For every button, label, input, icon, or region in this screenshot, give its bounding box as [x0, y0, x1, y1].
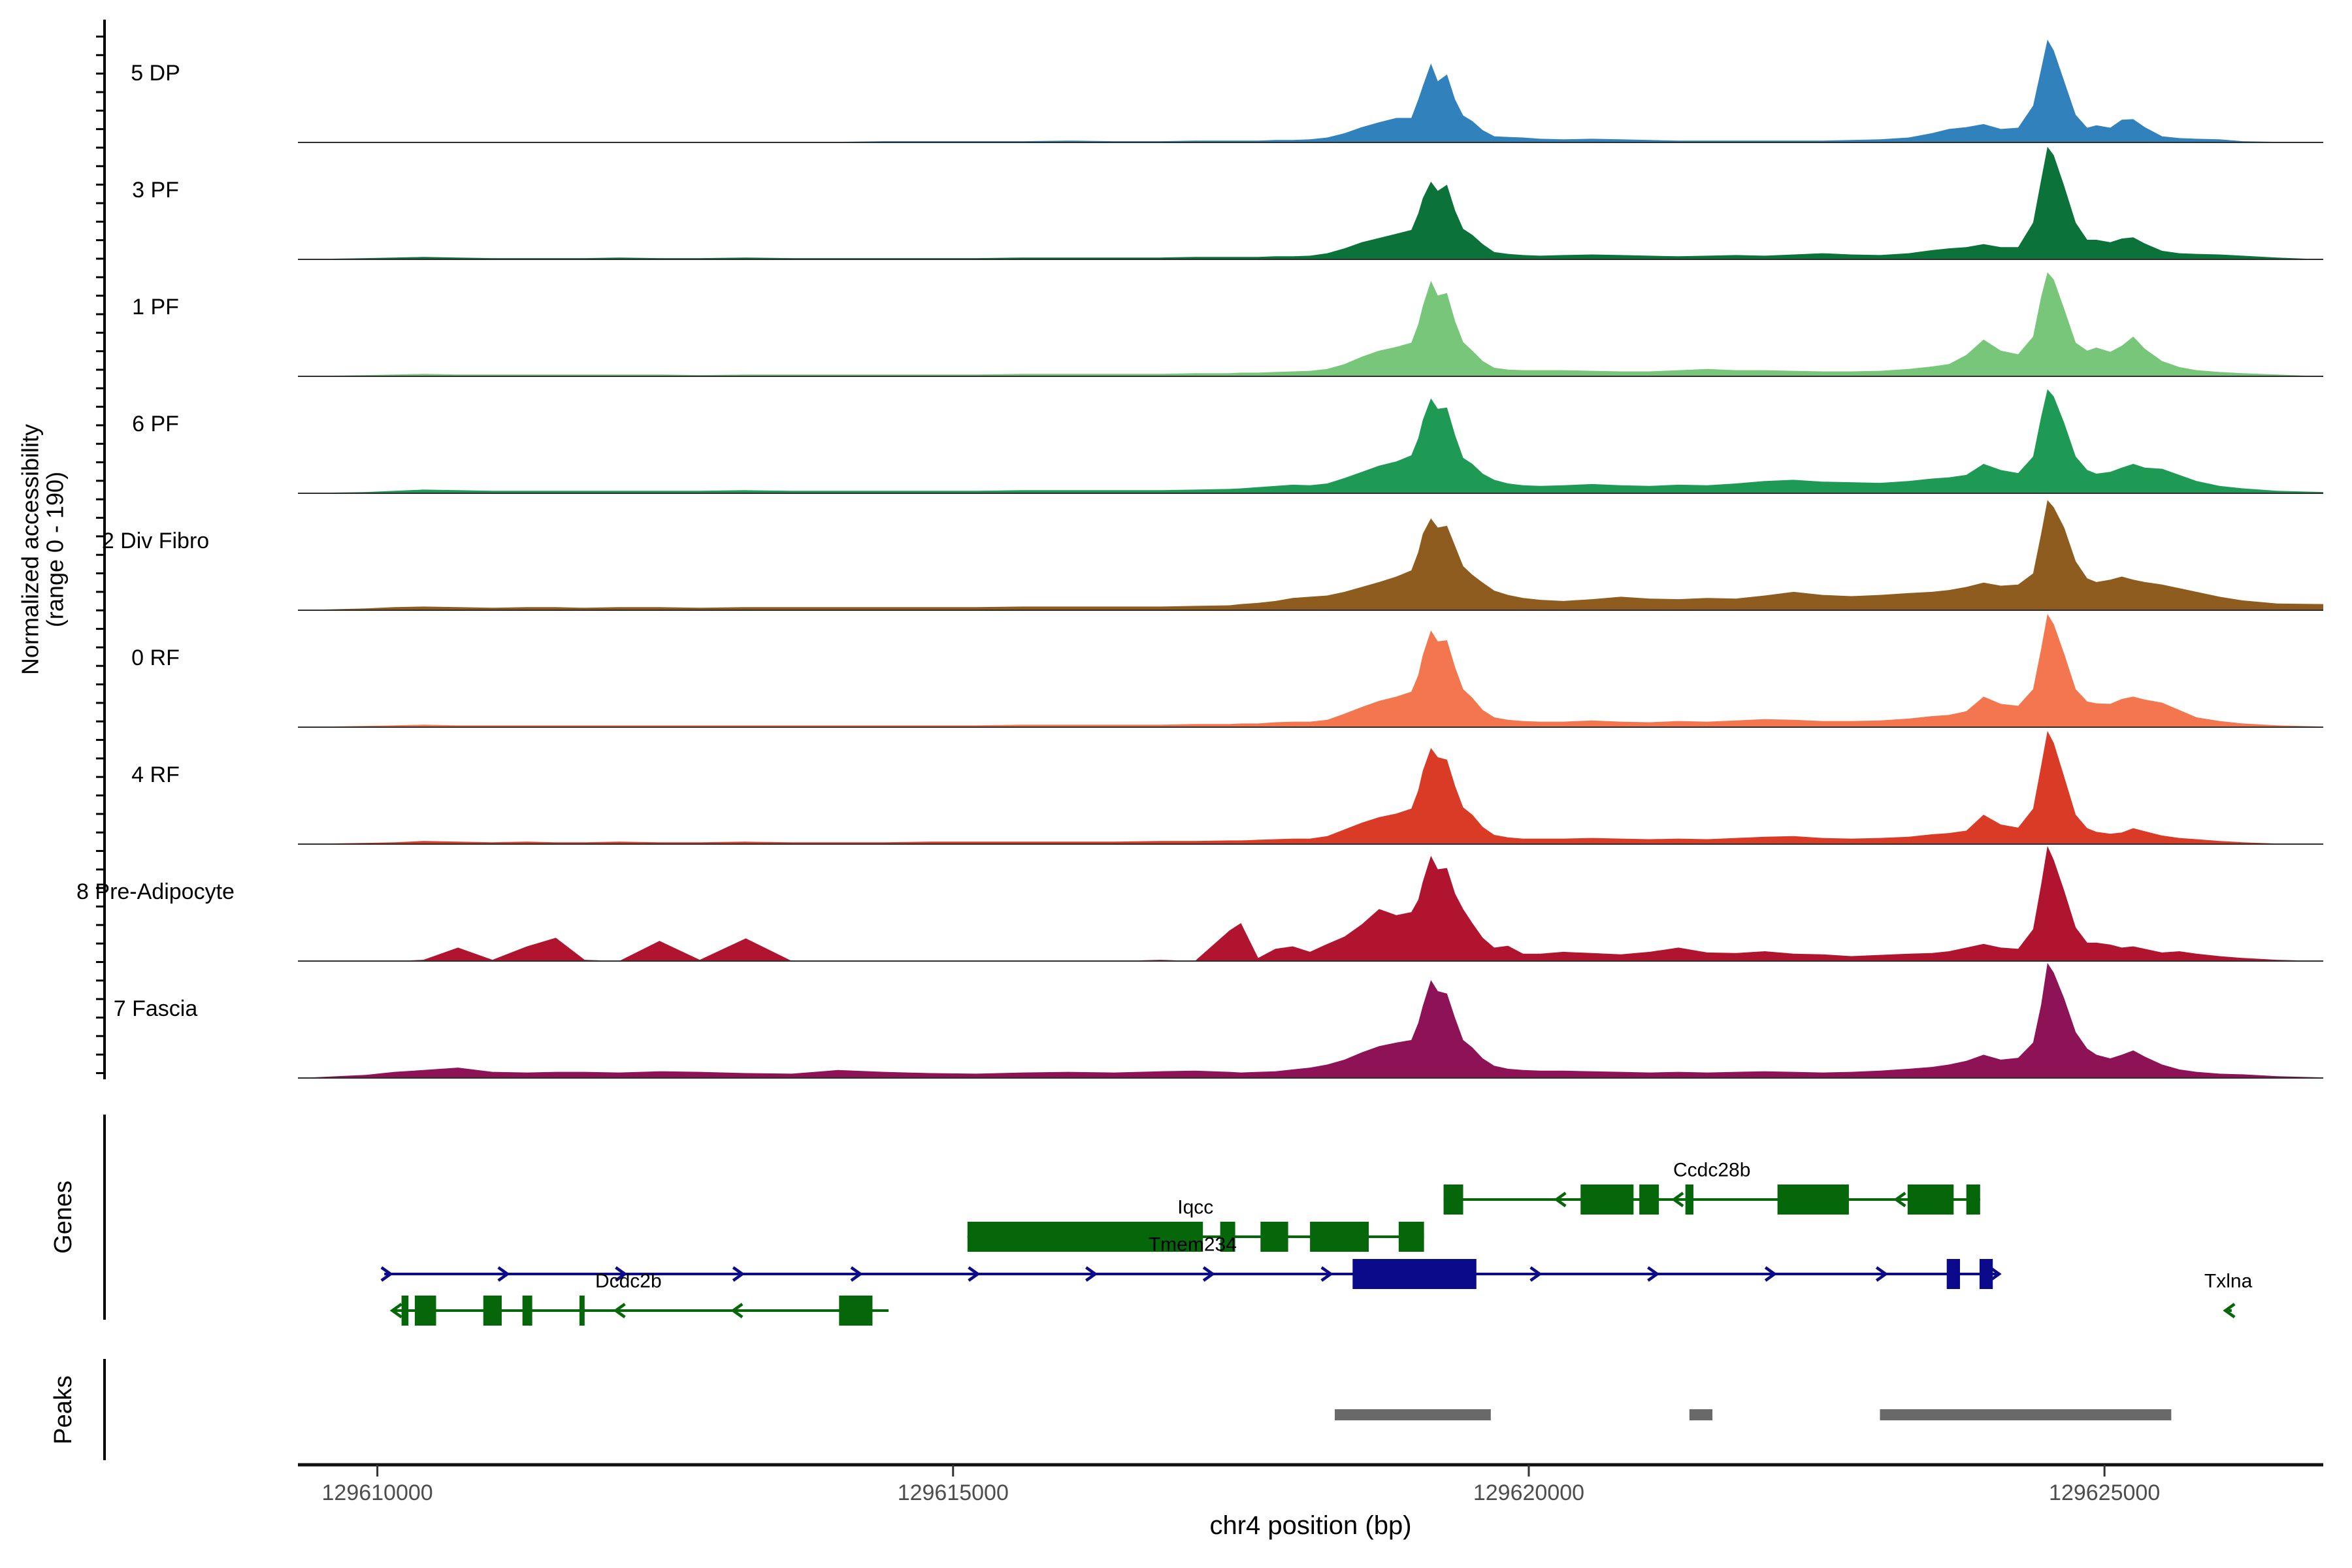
- peak-bar: [1689, 1409, 1713, 1420]
- x-axis-tick-label: 129625000: [2049, 1480, 2160, 1505]
- track-label-8-pre-adipocyte: 8 Pre-Adipocyte: [76, 879, 235, 904]
- track-label-3-pf: 3 PF: [132, 178, 179, 203]
- gene-name-label: Ccdc28b: [1673, 1160, 1750, 1181]
- peak-bar: [1880, 1409, 2172, 1420]
- strand-arrow-icon: [389, 1303, 402, 1318]
- tracks-layer: 5 DP 3 PF 1 PF 6 PF 2 Div Fibro 0 RF 4 RF 8 Pre…: [76, 39, 2323, 1079]
- gene-name-label: Iqcc: [1177, 1197, 1213, 1218]
- gene-exon: [1310, 1222, 1369, 1252]
- coverage-area-5-dp: [298, 39, 2323, 142]
- gene-exon: [1398, 1222, 1424, 1252]
- y-axis-title-line1: Normalized accessibility: [17, 424, 44, 675]
- gene-iqcc: Iqcc: [967, 1197, 1424, 1252]
- axes-layer: 129610000 129615000 129620000 129625000: [96, 20, 2323, 1505]
- gene-exon: [579, 1296, 585, 1326]
- labels-layer: Normalized accessibility(range 0 - 190) G…: [17, 424, 1412, 1540]
- track-label-1-pf: 1 PF: [132, 295, 179, 319]
- genes-layer: Ccdc28b Iqcc Tmem234 Dcdc2b Txlna: [380, 1160, 2253, 1326]
- gene-exon: [1580, 1184, 1634, 1215]
- gene-exon: [1946, 1259, 1960, 1289]
- strand-arrow-icon: [380, 1266, 393, 1282]
- gene-dcdc2b: Dcdc2b: [389, 1271, 889, 1326]
- strand-arrow-icon: [1875, 1266, 1889, 1282]
- coverage-area-0-rf: [298, 613, 2323, 727]
- gene-exon: [1352, 1259, 1477, 1289]
- gene-exon: [1685, 1184, 1693, 1215]
- strand-arrow-icon: [732, 1266, 745, 1282]
- strand-arrow-icon: [1085, 1266, 1098, 1282]
- coverage-area-8-pre-adipocyte: [298, 845, 2323, 961]
- strand-arrow-icon: [1671, 1192, 1684, 1207]
- peaks-panel-label: Peaks: [50, 1375, 77, 1445]
- x-axis-tick-label: 129610000: [322, 1480, 433, 1505]
- strand-arrow-icon: [1202, 1266, 1216, 1282]
- x-axis-title: chr4 position (bp): [1209, 1511, 1411, 1540]
- strand-arrow-icon: [1320, 1266, 1333, 1282]
- coverage-area-7-fascia: [298, 962, 2323, 1078]
- strand-arrow-icon: [850, 1266, 863, 1282]
- coverage-area-3-pf: [298, 146, 2323, 259]
- coverage-area-6-pf: [298, 389, 2323, 493]
- gene-exon: [839, 1296, 873, 1326]
- y-axis-title-line2: (range 0 - 190): [42, 472, 69, 627]
- strand-arrow-icon: [497, 1266, 510, 1282]
- strand-arrow-icon: [1989, 1266, 2002, 1282]
- track-label-7-fascia: 7 Fascia: [114, 996, 198, 1021]
- gene-exon: [401, 1296, 409, 1326]
- gene-name-label: Dcdc2b: [595, 1271, 662, 1292]
- gene-exon: [967, 1222, 1203, 1252]
- strand-arrow-icon: [968, 1266, 981, 1282]
- gene-exon: [1979, 1259, 1993, 1289]
- track-label-2-div-fibro: 2 Div Fibro: [102, 529, 209, 553]
- gene-tmem234: Tmem234: [380, 1234, 2002, 1289]
- gene-exon: [414, 1296, 436, 1326]
- strand-arrow-icon: [730, 1303, 743, 1318]
- gene-txlna: Txlna: [2204, 1271, 2253, 1318]
- gene-exon: [1966, 1184, 1980, 1215]
- gene-exon: [1260, 1222, 1288, 1252]
- strand-arrow-icon: [1764, 1266, 1778, 1282]
- gene-ccdc28b: Ccdc28b: [1443, 1160, 1980, 1215]
- strand-arrow-icon: [1554, 1192, 1567, 1207]
- track-label-6-pf: 6 PF: [132, 412, 179, 436]
- gene-name-label: Txlna: [2204, 1271, 2253, 1292]
- track-label-4-rf: 4 RF: [131, 762, 180, 787]
- track-label-0-rf: 0 RF: [131, 645, 180, 670]
- strand-arrow-icon: [615, 1266, 628, 1282]
- strand-arrow-icon: [1647, 1266, 1660, 1282]
- gene-exon: [1907, 1184, 1954, 1215]
- gene-exon: [1777, 1184, 1849, 1215]
- x-axis-tick-label: 129615000: [898, 1480, 1009, 1505]
- peak-bar: [1335, 1409, 1491, 1420]
- peaks-layer: [1335, 1409, 2172, 1420]
- strand-arrow-icon: [1893, 1192, 1906, 1207]
- gene-exon: [1443, 1184, 1463, 1215]
- strand-arrow-icon: [613, 1303, 626, 1318]
- gene-name-label: Tmem234: [1149, 1234, 1237, 1256]
- strand-arrow-icon: [1529, 1266, 1543, 1282]
- gene-exon: [1220, 1222, 1235, 1252]
- gene-exon: [522, 1296, 532, 1326]
- track-label-5-dp: 5 DP: [131, 61, 180, 86]
- x-axis-tick-label: 129620000: [1473, 1480, 1584, 1505]
- coverage-area-4-rf: [298, 730, 2323, 844]
- gene-exon: [1639, 1184, 1659, 1215]
- strand-arrow-icon: [2223, 1303, 2236, 1318]
- coverage-area-1-pf: [298, 272, 2323, 376]
- gene-exon: [483, 1296, 502, 1326]
- coverage-area-2-div-fibro: [298, 500, 2323, 610]
- genes-panel-label: Genes: [50, 1181, 77, 1254]
